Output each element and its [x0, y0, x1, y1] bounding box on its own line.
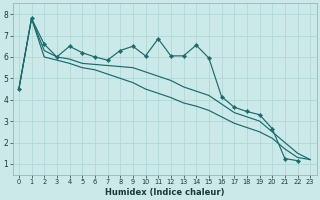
X-axis label: Humidex (Indice chaleur): Humidex (Indice chaleur)	[105, 188, 224, 197]
